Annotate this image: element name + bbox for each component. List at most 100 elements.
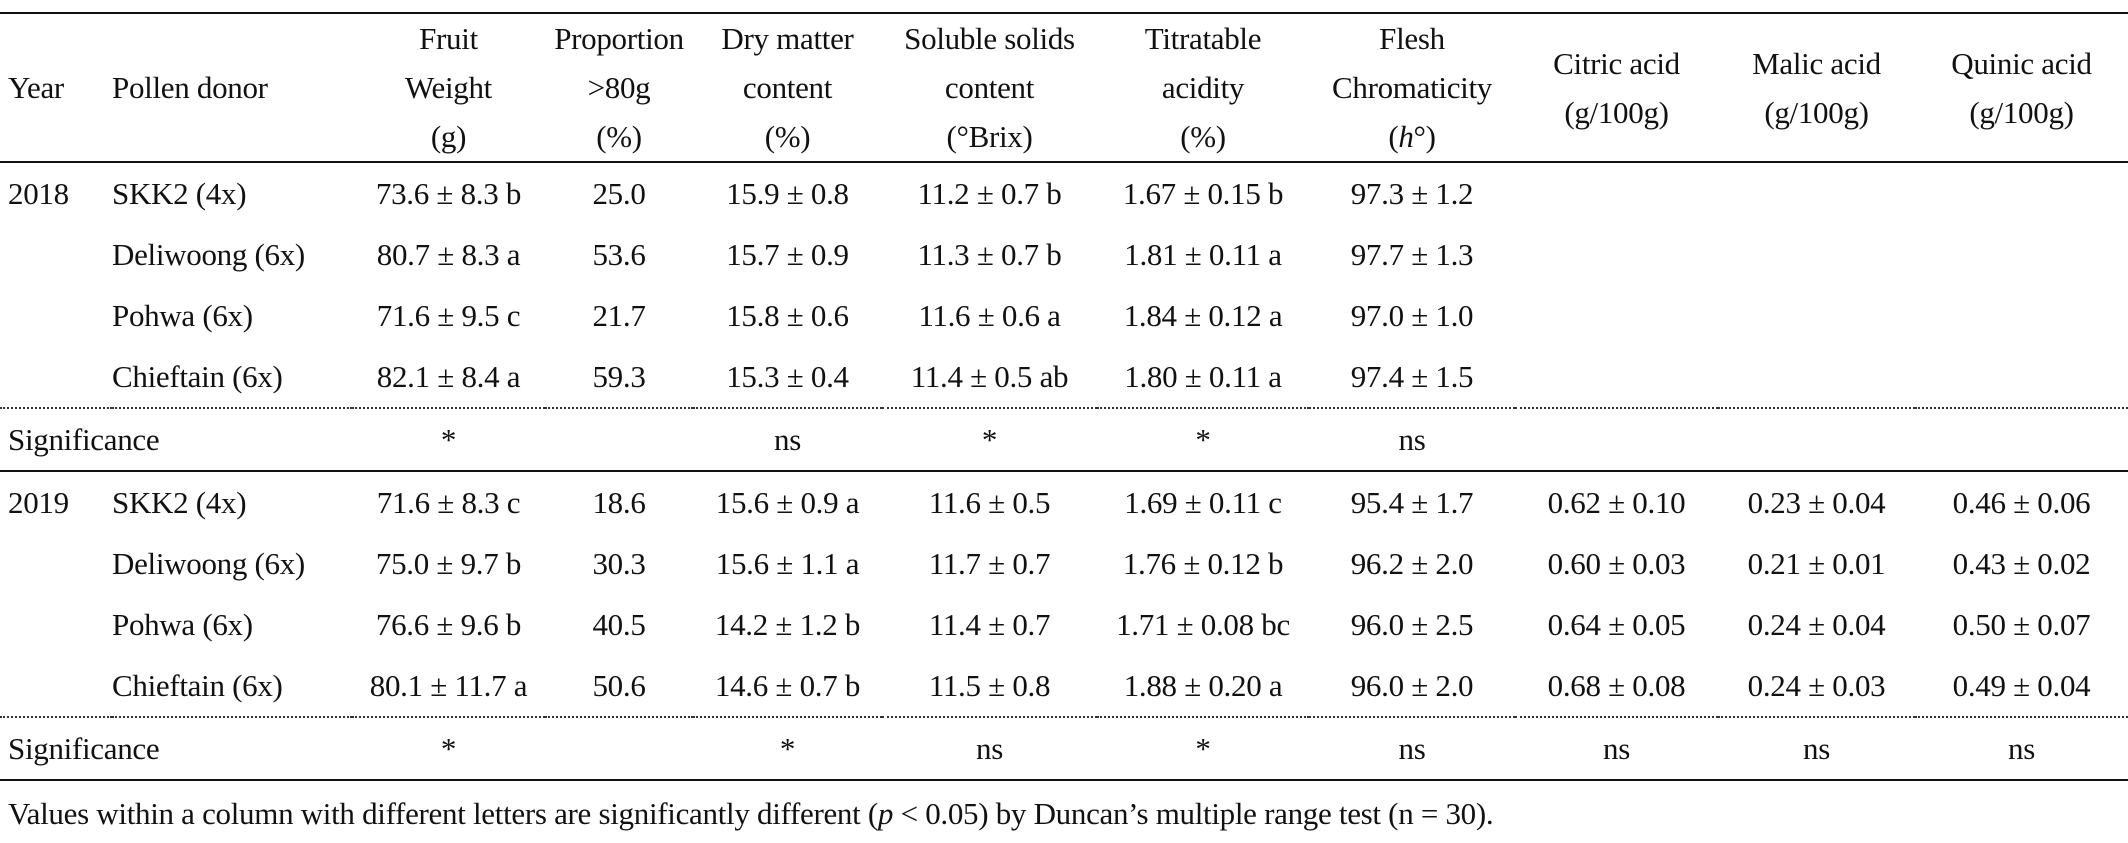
- value-cell: 0.50 ± 0.07: [1952, 606, 2091, 642]
- value-cell: 96.2 ± 2.0: [1350, 545, 1474, 581]
- significance-cell: *: [352, 716, 545, 781]
- year-cell: [0, 285, 112, 346]
- value-cell: 1.67 ± 0.15 b: [1122, 175, 1284, 211]
- header-line: content: [742, 70, 833, 105]
- year-cell: [0, 346, 112, 408]
- value-cell: 11.6 ± 0.6 a: [918, 297, 1061, 333]
- value-cell: 1.71 ± 0.08 bc: [1116, 606, 1290, 642]
- header-pollen-donor: Pollen donor: [112, 12, 352, 163]
- significance-cell: [545, 716, 693, 781]
- value-cell: 15.6 ± 1.1 a: [715, 545, 860, 581]
- pollen-donor-cell: Deliwoong (6x): [112, 545, 305, 581]
- significance-cell: [1915, 407, 2128, 472]
- significance-cell: ns: [1718, 716, 1915, 781]
- header-line: Proportion: [554, 21, 684, 56]
- year-cell: 2018: [8, 175, 69, 211]
- header-citric-acid: Citric acid (g/100g): [1515, 12, 1718, 163]
- value-cell: 97.7 ± 1.3: [1350, 236, 1474, 272]
- value-cell: 97.0 ± 1.0: [1350, 297, 1474, 333]
- year-cell: [0, 533, 112, 594]
- significance-cell: *: [882, 407, 1097, 472]
- value-cell: 97.4 ± 1.5: [1350, 358, 1474, 394]
- table-row: 2019 SKK2 (4x) 71.6 ± 8.3 c 18.6 15.6 ± 0.9 …: [0, 471, 2128, 533]
- value-cell: 11.3 ± 0.7 b: [917, 236, 1062, 272]
- table-row: Pohwa (6x) 76.6 ± 9.6 b 40.5 14.2 ± 1.2 b 11…: [0, 594, 2128, 655]
- header-quinic-acid: Quinic acid (g/100g): [1915, 12, 2128, 163]
- significance-cell: *: [1097, 407, 1309, 472]
- table-body: 2018 SKK2 (4x) 73.6 ± 8.3 b 25.0 15.9 ± 0.8 1…: [0, 162, 2128, 781]
- value-cell: 0.21 ± 0.01: [1747, 545, 1886, 581]
- value-cell: 30.3: [592, 545, 646, 581]
- pollen-donor-cell: Pohwa (6x): [112, 297, 253, 333]
- pollen-donor-cell: Chieftain (6x): [112, 667, 283, 703]
- pollen-donor-cell: SKK2 (4x): [112, 484, 247, 520]
- significance-label: Significance: [0, 716, 352, 781]
- value-cell: [1515, 346, 1718, 408]
- value-cell: 40.5: [592, 606, 646, 642]
- table-row: Pohwa (6x) 71.6 ± 9.5 c 21.7 15.8 ± 0.6 11.6…: [0, 285, 2128, 346]
- significance-label: Significance: [0, 407, 352, 472]
- significance-cell: ns: [1915, 716, 2128, 781]
- header-line: (%): [764, 119, 811, 154]
- value-cell: 96.0 ± 2.5: [1350, 606, 1474, 642]
- significance-row: Significance * * ns * ns ns ns ns: [0, 716, 2128, 781]
- header-flesh-chromaticity: Flesh Chromaticity (h°): [1309, 12, 1515, 163]
- value-cell: 71.6 ± 8.3 c: [376, 484, 521, 520]
- value-cell: 15.8 ± 0.6: [726, 297, 849, 333]
- pollen-donor-cell: Pohwa (6x): [112, 606, 253, 642]
- value-cell: [1718, 224, 1915, 285]
- header-proportion: Proportion >80g (%): [545, 12, 693, 163]
- significance-cell: ns: [1309, 716, 1515, 781]
- year-cell: [0, 655, 112, 717]
- value-cell: 97.3 ± 1.2: [1350, 175, 1474, 211]
- value-cell: 82.1 ± 8.4 a: [376, 358, 521, 394]
- results-table: Year Pollen donor Fruit Weight (g) Proportion…: [0, 12, 2128, 781]
- header-line: Soluble solids: [904, 21, 1075, 56]
- header-line: Citric acid: [1553, 45, 1680, 81]
- significance-cell: [545, 407, 693, 472]
- header-line: Malic acid: [1752, 45, 1881, 81]
- footnote-p-symbol: p: [877, 796, 894, 831]
- value-cell: 0.49 ± 0.04: [1952, 667, 2091, 703]
- value-cell: 11.5 ± 0.8: [928, 667, 1051, 703]
- table-row: Deliwoong (6x) 80.7 ± 8.3 a 53.6 15.7 ± 0.9…: [0, 224, 2128, 285]
- significance-cell: ns: [1309, 407, 1515, 472]
- value-cell: 15.6 ± 0.9 a: [715, 484, 860, 520]
- header-line: Fruit: [419, 21, 478, 56]
- value-cell: 1.88 ± 0.20 a: [1123, 667, 1283, 703]
- value-cell: [1915, 162, 2128, 224]
- header-line: >80g: [587, 70, 651, 105]
- value-cell: 25.0: [592, 175, 646, 211]
- significance-cell: ns: [1515, 716, 1718, 781]
- value-cell: 95.4 ± 1.7: [1350, 484, 1474, 520]
- significance-cell: *: [352, 407, 545, 472]
- header-line: Weight: [405, 70, 492, 105]
- value-cell: [1915, 224, 2128, 285]
- header-line: (%): [596, 119, 642, 154]
- value-cell: 0.24 ± 0.04: [1747, 606, 1886, 642]
- value-cell: 96.0 ± 2.0: [1350, 667, 1474, 703]
- value-cell: 18.6: [592, 484, 646, 520]
- footnote-text-post: < 0.05) by Duncan’s multiple range test …: [893, 796, 1494, 831]
- value-cell: 73.6 ± 8.3 b: [375, 175, 522, 211]
- header-row: Year Pollen donor Fruit Weight (g) Proportion…: [0, 12, 2128, 163]
- significance-row: Significance * ns * * ns: [0, 407, 2128, 472]
- significance-cell: [1718, 407, 1915, 472]
- header-line: (g): [430, 119, 467, 154]
- value-cell: 0.64 ± 0.05: [1547, 606, 1686, 642]
- value-cell: 1.84 ± 0.12 a: [1123, 297, 1283, 333]
- table-row: Chieftain (6x) 80.1 ± 11.7 a 50.6 14.6 ± 0.…: [0, 655, 2128, 717]
- value-cell: 11.7 ± 0.7: [928, 545, 1051, 581]
- header-line: Titratable: [1144, 21, 1262, 56]
- value-cell: 1.81 ± 0.11 a: [1124, 236, 1282, 272]
- value-cell: 80.7 ± 8.3 a: [376, 236, 521, 272]
- header-degree-close: °): [1413, 119, 1436, 154]
- header-line: acidity: [1161, 70, 1245, 105]
- value-cell: [1515, 285, 1718, 346]
- pollen-donor-cell: SKK2 (4x): [112, 175, 247, 211]
- value-cell: 11.2 ± 0.7 b: [917, 175, 1062, 211]
- year-cell: [0, 224, 112, 285]
- year-cell: [0, 594, 112, 655]
- value-cell: 53.6: [592, 236, 646, 272]
- value-cell: 71.6 ± 9.5 c: [376, 297, 521, 333]
